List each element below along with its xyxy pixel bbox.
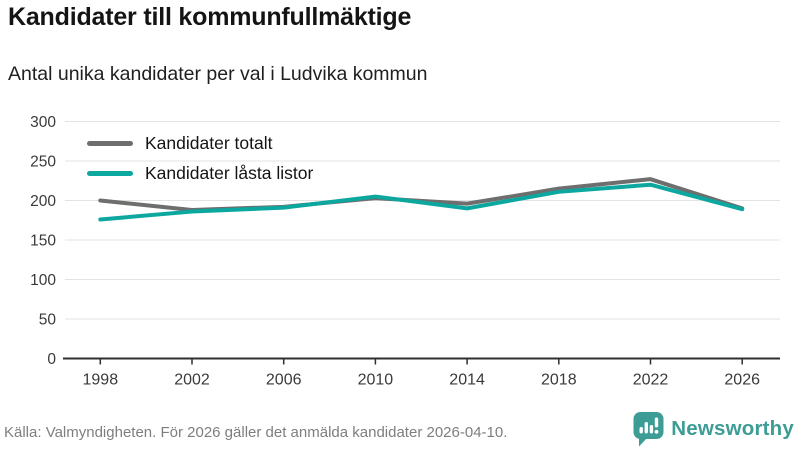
legend-label-lasta-listor: Kandidater låsta listor	[145, 163, 314, 183]
newsworthy-chart-bubble-icon	[633, 412, 664, 447]
y-axis-tick-label: 300	[30, 114, 56, 131]
chart-subtitle: Antal unika kandidater per val i Ludvika…	[8, 63, 428, 85]
y-axis-tick-label: 50	[39, 312, 57, 329]
legend-label-totalt: Kandidater totalt	[145, 133, 273, 153]
newsworthy-logo[interactable]: Newsworthy	[633, 410, 794, 448]
x-axis-tick-label: 1998	[83, 372, 119, 389]
legend-item-totalt: Kandidater totalt	[87, 133, 313, 154]
x-axis-tick-label: 2014	[449, 372, 485, 389]
chart-title: Kandidater till kommunfullmäktige	[8, 3, 412, 31]
y-axis-tick-label: 200	[30, 193, 56, 210]
x-axis-tick-label: 2010	[358, 372, 394, 389]
y-axis-tick-label: 100	[30, 272, 56, 289]
legend-swatch-lasta-listor	[87, 171, 133, 176]
x-axis-tick-label: 2002	[174, 372, 210, 389]
x-axis-tick-label: 2026	[724, 372, 760, 389]
y-axis-tick-label: 150	[30, 233, 56, 250]
y-axis-tick-label: 0	[47, 351, 56, 368]
x-axis-tick-label: 2022	[633, 372, 669, 389]
x-axis-tick-label: 2006	[266, 372, 302, 389]
legend-swatch-totalt	[87, 141, 133, 146]
legend: Kandidater totalt Kandidater låsta listo…	[87, 133, 313, 184]
series-line-1	[98, 182, 745, 222]
legend-item-lasta-listor: Kandidater låsta listor	[87, 163, 313, 184]
y-axis-tick-label: 250	[30, 154, 56, 171]
x-axis-tick-label: 2018	[541, 372, 577, 389]
source-note: Källa: Valmyndigheten. För 2026 gäller d…	[4, 424, 508, 441]
logo-wordmark: Newsworthy	[671, 417, 794, 440]
